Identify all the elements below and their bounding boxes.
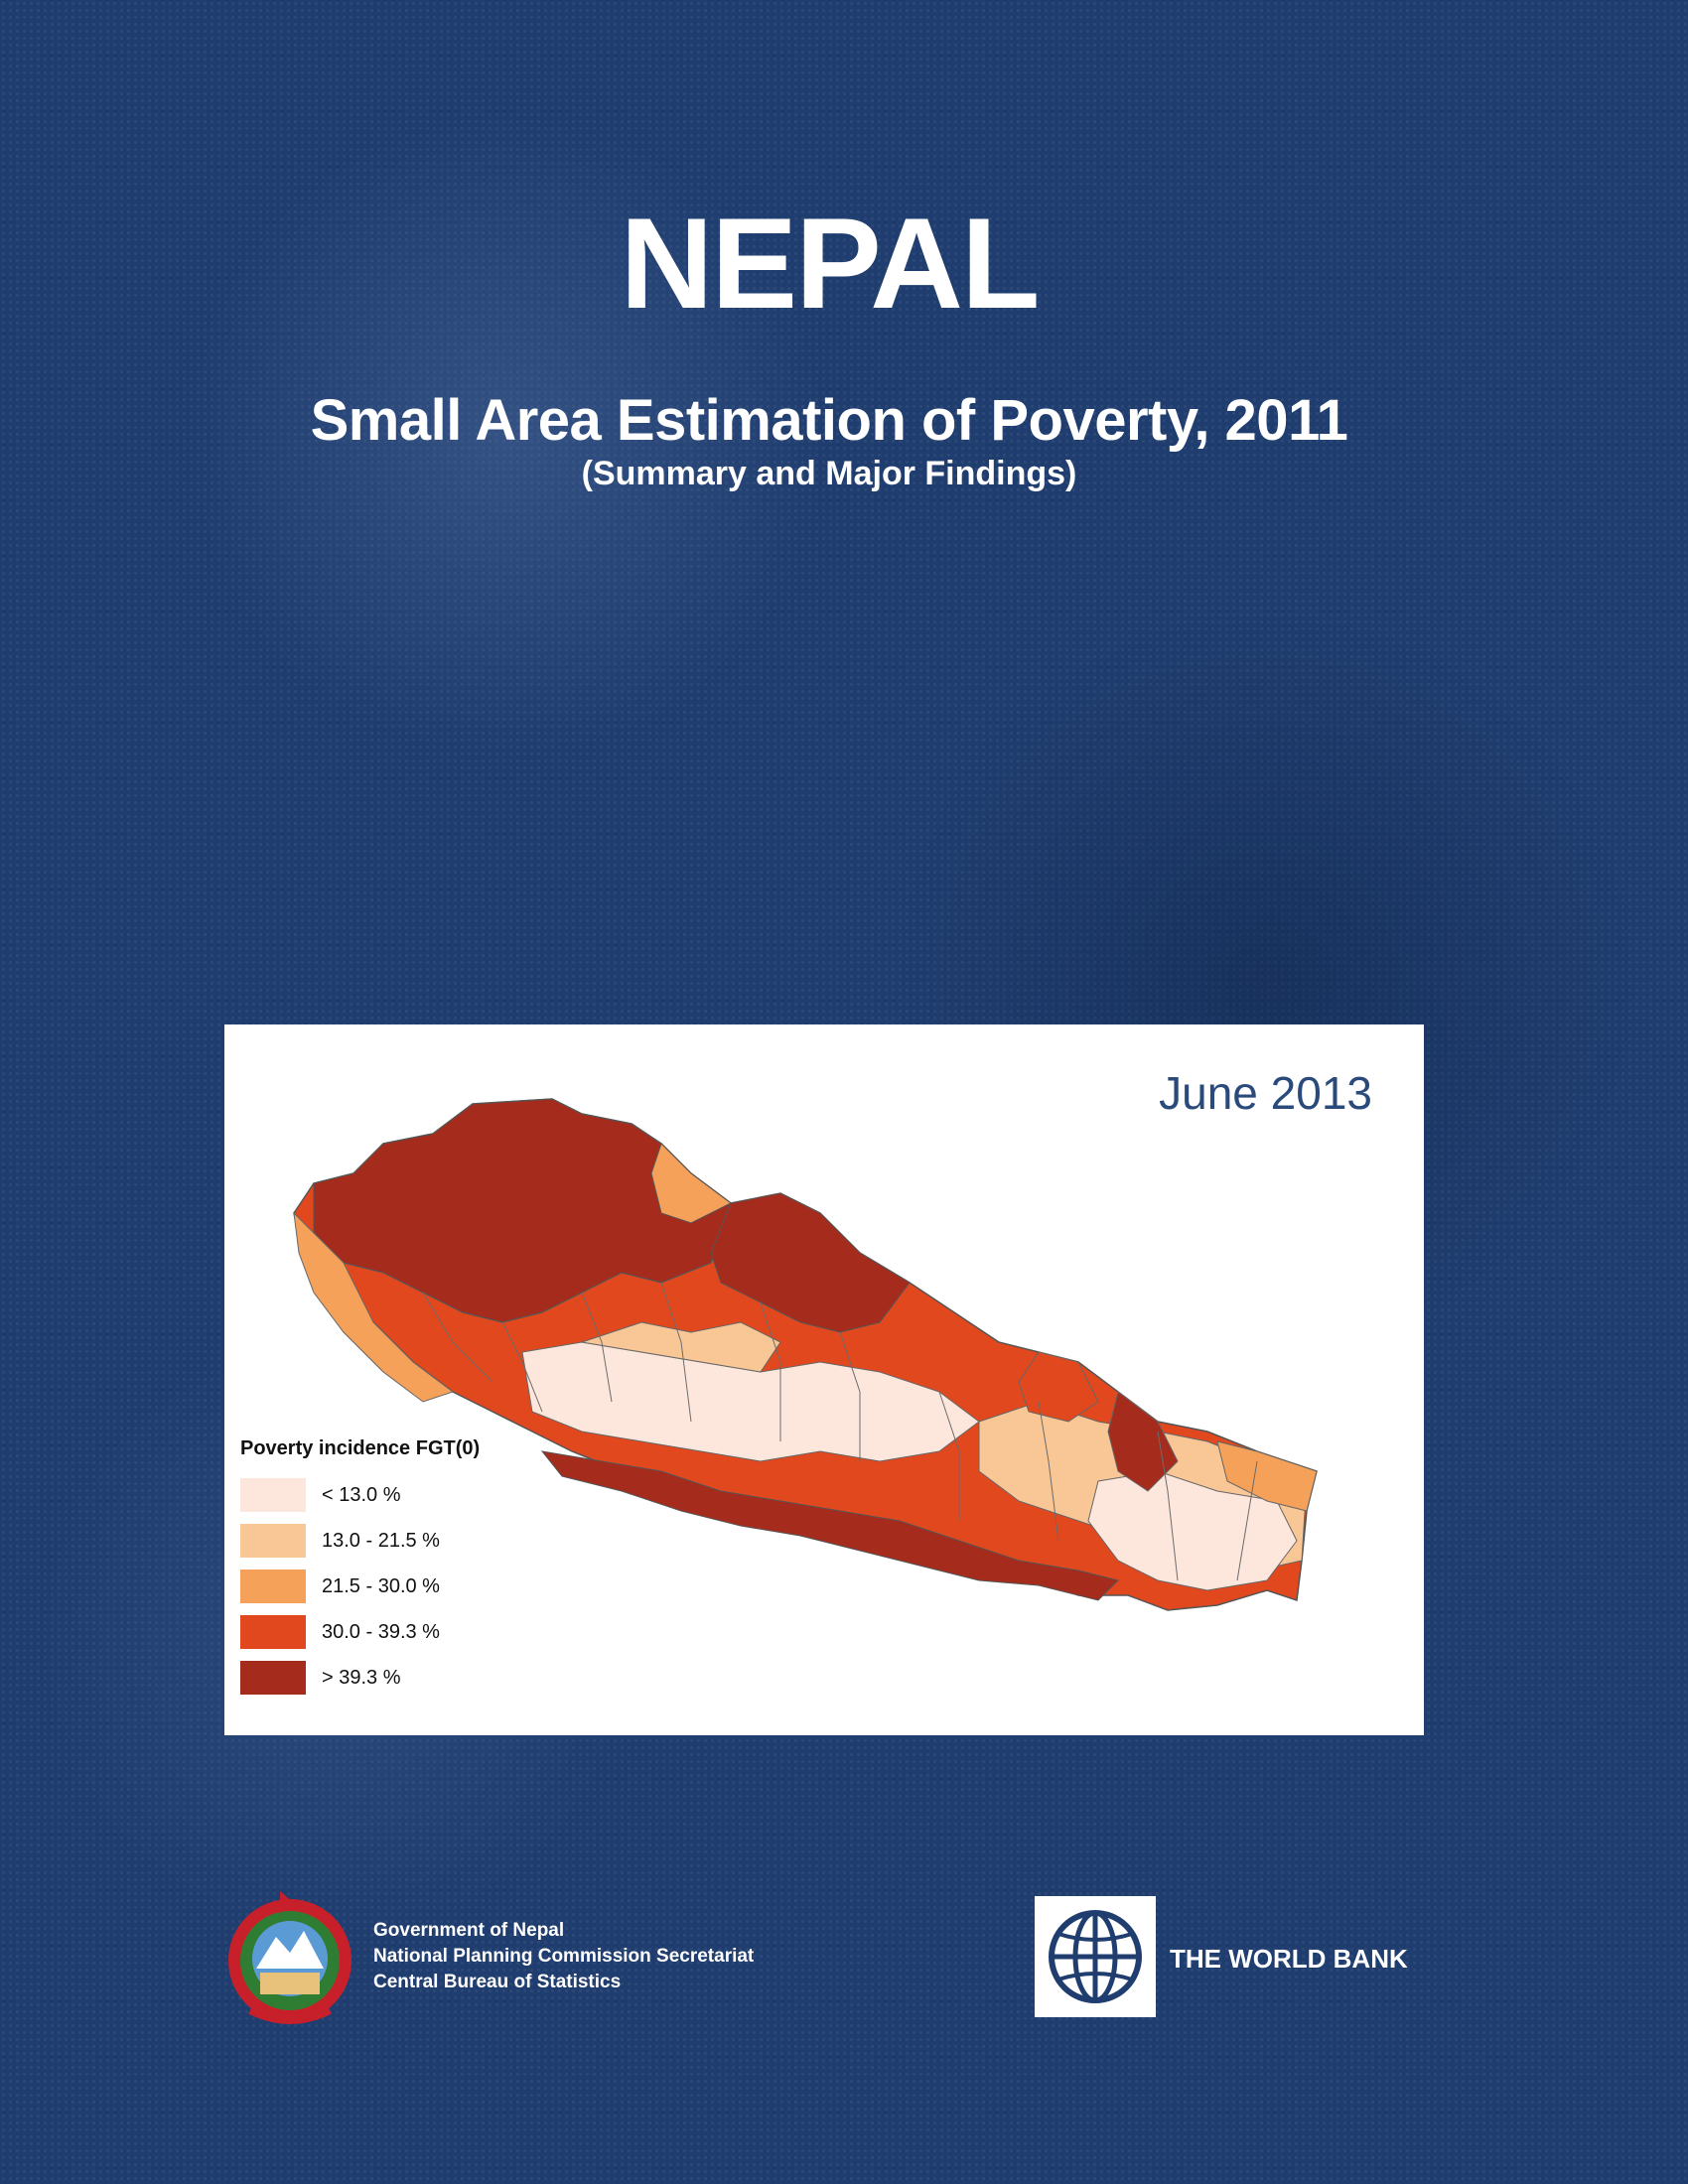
map-region-central-north — [710, 1192, 911, 1333]
legend-swatch — [240, 1661, 306, 1695]
map-legend: Poverty incidence FGT(0) < 13.0 % 13.0 - … — [240, 1437, 480, 1701]
map-panel: June 2013 Poverty incidence FGT(0) < 13.… — [224, 1024, 1424, 1735]
map-region-east-dark — [1107, 1391, 1179, 1492]
government-line-3: Central Bureau of Statistics — [373, 1972, 622, 1992]
legend-label: > 39.3 % — [322, 1666, 401, 1689]
map-region-south-strip — [540, 1450, 1119, 1601]
map-region-east-orange — [1216, 1440, 1318, 1512]
nepal-government-emblem — [228, 1891, 352, 2024]
cover-subtitle-note: (Summary and Major Findings) — [581, 455, 1077, 492]
government-line-2: National Planning Commission Secretariat — [373, 1946, 755, 1967]
cover-title: NEPAL — [620, 191, 1041, 336]
legend-swatch — [240, 1615, 306, 1649]
legend-item: 21.5 - 30.0 % — [240, 1564, 480, 1609]
map-region-west-orange — [293, 1211, 455, 1403]
map-date: June 2013 — [1159, 1067, 1372, 1119]
legend-swatch — [240, 1478, 306, 1512]
map-region-central-peach — [581, 1321, 781, 1373]
legend-label: < 13.0 % — [322, 1483, 401, 1506]
government-publisher: Government of Nepal National Planning Co… — [373, 1918, 754, 1995]
world-bank-name: THE WORLD BANK — [1170, 1944, 1408, 1974]
map-district-borders — [422, 1282, 1258, 1581]
legend-swatch — [240, 1524, 306, 1558]
map-region-north-orange — [650, 1143, 732, 1224]
legend-item: > 39.3 % — [240, 1655, 480, 1701]
map-region-northwest — [313, 1098, 732, 1323]
nepal-poverty-map — [293, 1098, 1318, 1611]
legend-swatch — [240, 1570, 306, 1603]
legend-label: 21.5 - 30.0 % — [322, 1574, 440, 1597]
legend-item: 30.0 - 39.3 % — [240, 1609, 480, 1655]
globe-icon — [1049, 1910, 1142, 2003]
government-line-1: Government of Nepal — [373, 1920, 565, 1941]
map-region-east-light — [1087, 1470, 1298, 1591]
legend-title: Poverty incidence FGT(0) — [240, 1437, 481, 1459]
legend-label: 13.0 - 21.5 % — [322, 1529, 440, 1552]
legend-item: 13.0 - 21.5 % — [240, 1518, 480, 1564]
cover-subtitle: Small Area Estimation of Poverty, 2011 — [310, 388, 1348, 453]
legend-item: < 13.0 % — [240, 1472, 480, 1518]
world-bank-logo — [1035, 1896, 1156, 2017]
legend-label: 30.0 - 39.3 % — [322, 1620, 440, 1643]
